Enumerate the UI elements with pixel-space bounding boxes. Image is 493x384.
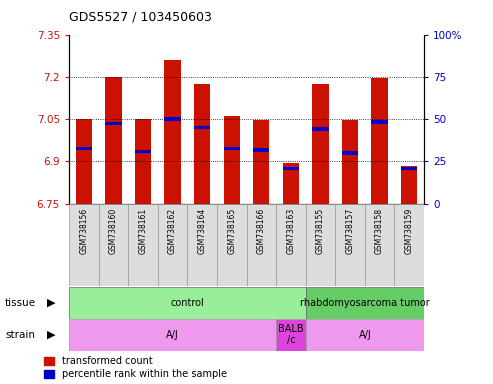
Bar	[224, 147, 240, 150]
Bar	[306, 204, 335, 286]
Bar	[187, 204, 217, 286]
Text: ▶: ▶	[47, 298, 55, 308]
Text: A/J: A/J	[166, 329, 179, 340]
Text: ▶: ▶	[47, 329, 55, 340]
Bar	[128, 204, 158, 286]
Bar	[313, 84, 329, 204]
Text: GSM738158: GSM738158	[375, 208, 384, 254]
Bar	[372, 78, 387, 204]
Text: GSM738162: GSM738162	[168, 208, 177, 254]
Bar	[342, 121, 358, 204]
Bar	[394, 204, 424, 286]
Text: GSM738157: GSM738157	[346, 208, 354, 254]
Bar	[253, 121, 269, 204]
Bar	[194, 84, 211, 204]
Bar	[165, 118, 181, 121]
Text: GSM738164: GSM738164	[198, 208, 207, 254]
Text: rhabdomyosarcoma tumor: rhabdomyosarcoma tumor	[300, 298, 430, 308]
Bar	[106, 122, 122, 125]
Legend: transformed count, percentile rank within the sample: transformed count, percentile rank withi…	[44, 356, 227, 379]
Text: GSM738163: GSM738163	[286, 208, 295, 254]
Text: GSM738159: GSM738159	[405, 208, 414, 254]
Bar	[306, 319, 424, 351]
Bar	[306, 287, 424, 319]
Bar	[69, 319, 276, 351]
Bar	[313, 127, 329, 131]
Bar	[165, 60, 181, 204]
Bar	[106, 77, 122, 204]
Bar	[401, 166, 417, 204]
Bar	[194, 126, 211, 129]
Text: control: control	[171, 298, 204, 308]
Bar	[99, 204, 128, 286]
Bar	[246, 204, 276, 286]
Text: GSM738160: GSM738160	[109, 208, 118, 254]
Text: BALB
/c: BALB /c	[278, 324, 304, 346]
Bar	[276, 319, 306, 351]
Text: strain: strain	[5, 329, 35, 340]
Text: GSM738165: GSM738165	[227, 208, 236, 254]
Text: GDS5527 / 103450603: GDS5527 / 103450603	[69, 10, 212, 23]
Bar	[276, 204, 306, 286]
Bar	[253, 148, 269, 152]
Bar	[76, 147, 92, 150]
Bar	[372, 120, 387, 124]
Bar	[217, 204, 246, 286]
Text: GSM738166: GSM738166	[257, 208, 266, 254]
Text: tissue: tissue	[5, 298, 36, 308]
Bar	[283, 163, 299, 204]
Text: GSM738156: GSM738156	[79, 208, 88, 254]
Bar	[365, 204, 394, 286]
Text: GSM738161: GSM738161	[139, 208, 147, 254]
Text: A/J: A/J	[358, 329, 371, 340]
Bar	[283, 167, 299, 170]
Bar	[335, 204, 365, 286]
Bar	[401, 167, 417, 170]
Bar	[224, 116, 240, 204]
Text: GSM738155: GSM738155	[316, 208, 325, 254]
Bar	[135, 119, 151, 204]
Bar	[135, 150, 151, 153]
Bar	[69, 204, 99, 286]
Bar	[342, 151, 358, 154]
Bar	[76, 119, 92, 204]
Bar	[158, 204, 187, 286]
Bar	[69, 287, 306, 319]
